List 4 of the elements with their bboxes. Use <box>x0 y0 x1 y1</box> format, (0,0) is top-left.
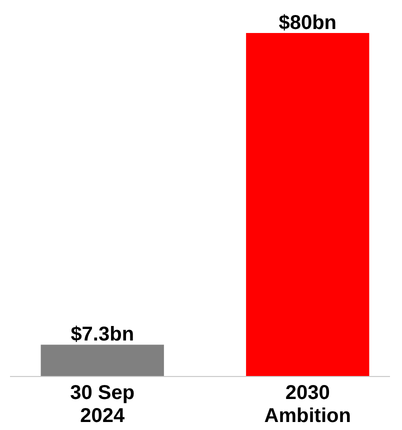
data-label: $7.3bn <box>70 324 134 346</box>
x-tick-label: 2030 Ambition <box>264 382 351 427</box>
x-tick-label: 30 Sep 2024 <box>70 382 135 427</box>
data-label: $80bn <box>278 12 337 34</box>
